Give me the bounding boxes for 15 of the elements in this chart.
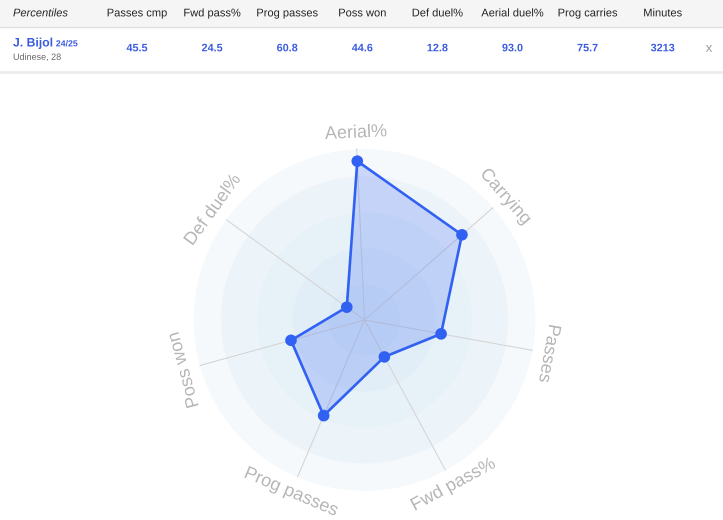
category-label: Prog carries [558,8,618,19]
text: x [706,44,712,52]
text: Percentiles [13,8,68,16]
spoke-label: Aerial% [324,123,387,140]
category-label: Passes cmp [108,8,167,19]
category-label: Poss won [339,8,386,16]
spoke-label: Prog passes [242,466,340,520]
category-label: Prog passes [257,8,318,19]
text: Udinese, 28 [14,53,61,61]
spoke-label: Passes [538,324,562,384]
spoke-label: Poss won [166,332,199,408]
category-label: Minutes [644,8,682,16]
category-label: Aerial duel% [481,8,544,16]
category-label: Def duel% [412,8,463,16]
category-label: Fwd pass% [184,8,240,19]
